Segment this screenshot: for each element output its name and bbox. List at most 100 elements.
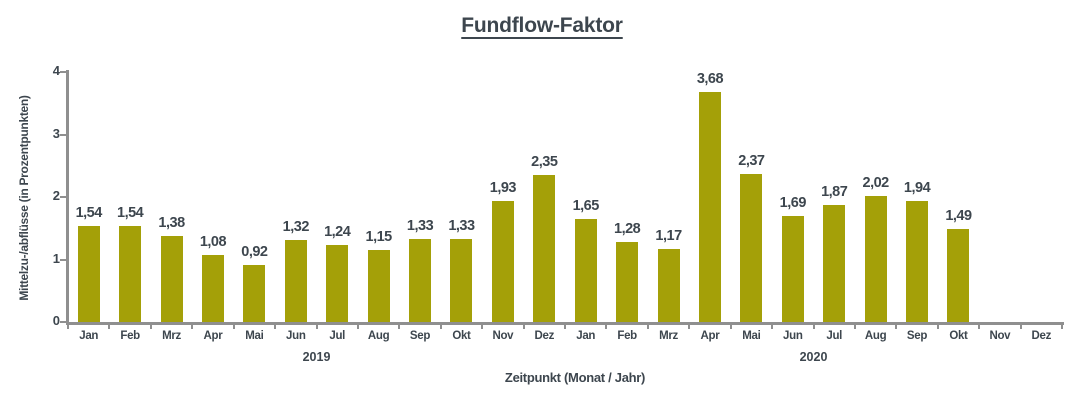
x-axis-line (66, 322, 1064, 325)
year-label: 2020 (799, 350, 828, 364)
month-label: Jul (826, 330, 843, 342)
x-tick (564, 324, 566, 329)
bar (823, 205, 846, 322)
bar (906, 200, 929, 322)
y-tick-label: 3 (52, 125, 60, 141)
bar (781, 216, 804, 322)
bar-value-label: 1,54 (117, 204, 144, 221)
x-tick (67, 324, 69, 329)
bar (367, 250, 390, 322)
x-tick (481, 324, 484, 329)
month-label: Aug (864, 330, 887, 342)
x-tick (1019, 324, 1022, 329)
bar-value-label: 2,37 (738, 152, 765, 169)
month-label: Mai (742, 330, 761, 342)
bar-value-label: 2,35 (531, 154, 558, 171)
x-tick (895, 324, 898, 329)
bar (740, 173, 763, 322)
x-tick (356, 324, 359, 329)
bar-value-label: 1,93 (489, 180, 517, 197)
bar (491, 201, 514, 322)
bar-value-label: 1,49 (945, 207, 972, 224)
plot-area: 0 1 2 3 4 1,54 1,54 1,38 1,08 0,92 1,32 1,24 1,15 1,… (53, 63, 1064, 364)
month-label: Okt (452, 330, 471, 342)
x-tick (149, 324, 152, 329)
month-label: Apr (203, 330, 223, 342)
month-label: Aug (367, 330, 390, 342)
month-label: Mrz (659, 330, 678, 342)
bar (574, 218, 597, 322)
bar-value-label: 1,65 (572, 197, 600, 214)
bar-value-label: 1,15 (365, 229, 393, 246)
y-tick-label: 1 (52, 250, 60, 266)
y-tick (60, 258, 66, 261)
year-label: 2019 (302, 350, 331, 364)
y-tick-label: 2 (52, 188, 60, 203)
month-label: Feb (617, 330, 637, 342)
y-axis-line (66, 70, 69, 324)
x-tick (108, 324, 111, 329)
y-tick (60, 133, 66, 136)
y-axis-label: Mittelzu-/abflüsse (in Prozentpunkten) (17, 95, 31, 301)
x-tick (688, 324, 691, 329)
x-tick (191, 324, 194, 329)
bar-value-label: 1,94 (903, 179, 931, 196)
bar (326, 244, 349, 322)
bar (243, 264, 266, 322)
x-tick (646, 324, 649, 329)
x-tick (978, 324, 981, 329)
month-label: Mrz (162, 330, 181, 342)
month-label: Sep (906, 330, 928, 342)
bar (698, 92, 721, 322)
month-label: Dez (1031, 330, 1052, 342)
bar-value-label: 1,38 (158, 214, 185, 231)
x-tick (522, 324, 525, 329)
bar (947, 228, 970, 322)
bar (864, 195, 887, 322)
x-tick (315, 324, 318, 329)
y-tick (60, 71, 66, 73)
month-label: Jun (783, 330, 803, 342)
x-axis-label: Zeitpunkt (Monat / Jahr) (504, 370, 646, 385)
month-label: Dez (534, 330, 555, 342)
bar-value-label: 1,69 (779, 195, 807, 212)
month-label: Okt (949, 330, 968, 342)
bar-value-label: 1,24 (324, 223, 351, 240)
x-tick (1061, 324, 1063, 329)
x-tick (812, 324, 815, 329)
bar (657, 248, 680, 322)
x-tick (232, 324, 235, 329)
y-tick-label: 4 (52, 63, 60, 78)
bar-value-label: 1,33 (448, 217, 475, 234)
month-label: Nov (492, 330, 514, 342)
month-label: Jun (286, 330, 306, 342)
bar-value-label: 0,92 (241, 243, 268, 260)
bar (201, 254, 224, 322)
x-tick (936, 324, 939, 329)
bar-value-label: 1,32 (282, 218, 310, 235)
bar-value-label: 1,33 (406, 217, 434, 234)
month-label: Jan (79, 330, 99, 342)
month-label: Mai (245, 330, 264, 342)
bar (616, 242, 639, 322)
x-tick (771, 324, 774, 329)
bar-value-label: 1,08 (199, 233, 227, 250)
x-tick (398, 324, 401, 329)
bar-value-label: 1,54 (75, 204, 103, 221)
bar (77, 225, 100, 322)
x-tick (439, 324, 442, 329)
x-tick (605, 324, 608, 329)
month-label: Apr (700, 330, 720, 342)
x-tick (729, 324, 732, 329)
bar (160, 235, 183, 322)
bar-value-label: 1,87 (821, 184, 848, 201)
bar-value-label: 1,17 (655, 227, 682, 244)
y-tick (60, 196, 66, 198)
month-label: Nov (989, 330, 1011, 342)
bar (450, 238, 473, 322)
month-label: Sep (409, 330, 431, 342)
month-label: Jan (576, 330, 596, 342)
y-tick (60, 321, 66, 323)
bar (284, 239, 307, 322)
